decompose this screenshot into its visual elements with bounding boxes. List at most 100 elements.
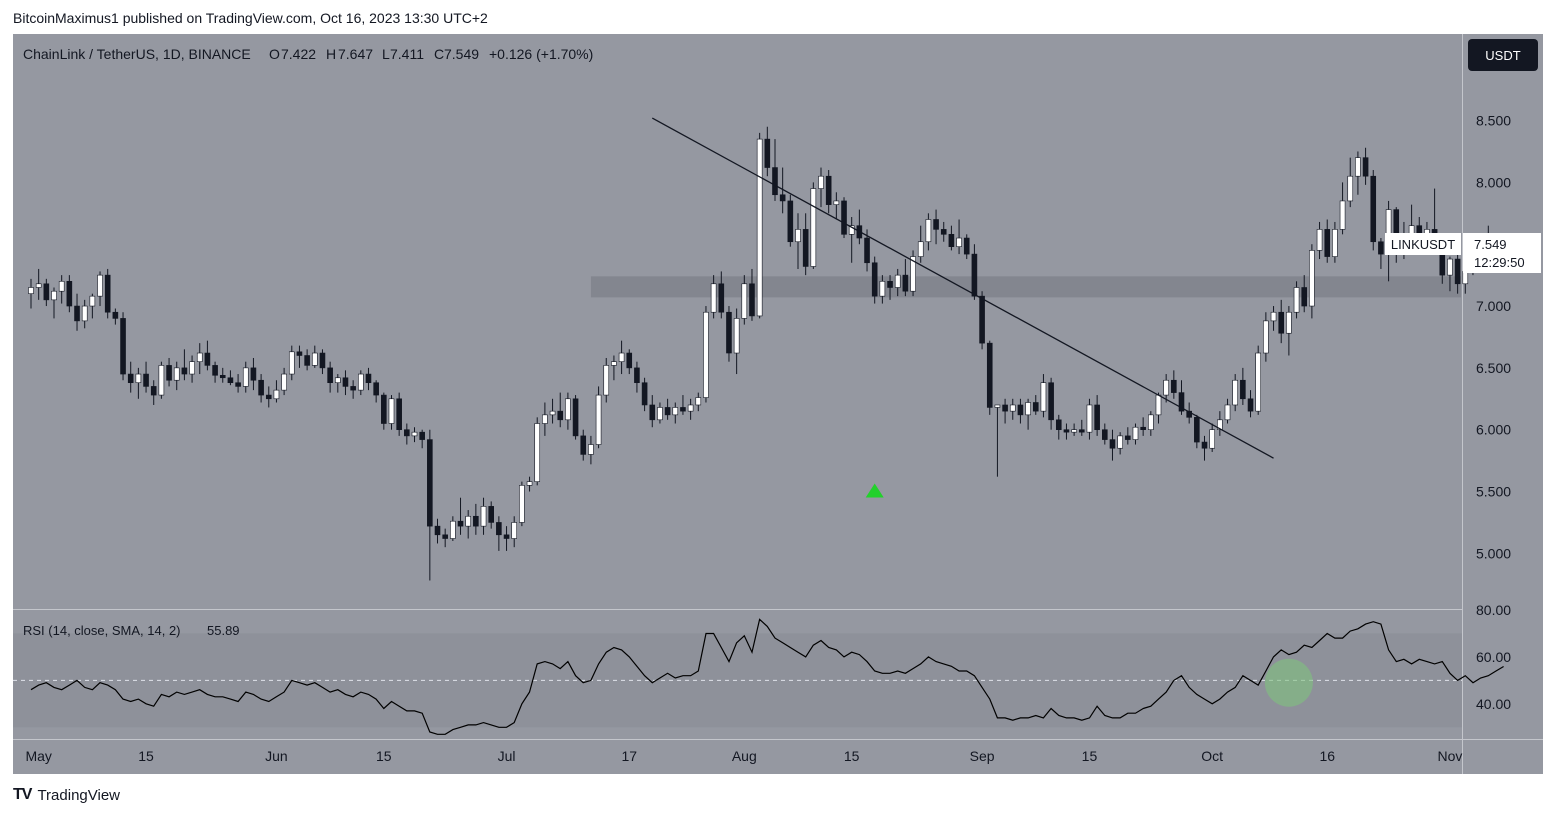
- candle-body-up: [81, 305, 88, 322]
- candle: [718, 271, 725, 319]
- candle-body-up: [1447, 258, 1453, 276]
- candle: [948, 225, 955, 251]
- candle-body-up: [703, 311, 709, 398]
- currency-button-label[interactable]: USDT: [1485, 48, 1520, 63]
- candle: [480, 497, 487, 535]
- candle-body-down: [1178, 392, 1185, 412]
- candle-body-down: [1171, 379, 1177, 393]
- candle-body-up: [925, 219, 932, 243]
- candle: [1040, 374, 1047, 418]
- candle-body-up: [1286, 311, 1292, 334]
- candle-body-up: [1293, 287, 1300, 313]
- price-axis-tick: 5.000: [1476, 545, 1511, 561]
- legend-low-label: L: [382, 46, 390, 62]
- time-axis-tick: 17: [621, 748, 637, 764]
- candle-body-down: [825, 175, 832, 205]
- price-axis-tick: 8.000: [1476, 174, 1511, 190]
- candle: [1362, 147, 1369, 185]
- candle: [664, 398, 671, 420]
- candle-body-up: [894, 274, 901, 288]
- candle: [304, 349, 310, 371]
- candle: [672, 402, 679, 424]
- candle-body-up: [28, 287, 34, 294]
- tradingview-footer[interactable]: TV TradingView: [13, 786, 120, 804]
- candle-body-up: [818, 175, 824, 189]
- candle-body-up: [1316, 229, 1323, 251]
- candle: [1017, 398, 1024, 424]
- candle-body-down: [104, 274, 111, 313]
- candle: [1125, 427, 1131, 445]
- candle-body-down: [1194, 417, 1200, 443]
- candle-body-down: [204, 352, 211, 366]
- candle: [35, 268, 42, 300]
- candle: [1247, 390, 1254, 418]
- candle: [1270, 306, 1277, 331]
- currency-button[interactable]: USDT: [1468, 39, 1538, 71]
- rsi-axis-tick: 60.00: [1476, 649, 1511, 665]
- candle-body-down: [473, 515, 479, 527]
- candle-body-down: [871, 262, 878, 297]
- candle-body-up: [1232, 379, 1238, 406]
- candle-body-up: [810, 188, 817, 267]
- candle-body-up: [657, 407, 663, 421]
- candle-body-down: [986, 342, 993, 408]
- candle: [764, 126, 771, 177]
- time-axis-tick: Oct: [1201, 748, 1223, 764]
- candle: [450, 516, 456, 541]
- candle: [427, 429, 433, 581]
- candle-body-down: [120, 318, 126, 375]
- candle-body-up: [1071, 429, 1077, 433]
- candle: [288, 345, 295, 381]
- candle-body-up: [534, 423, 541, 482]
- candle-body-down: [1370, 175, 1377, 243]
- candle: [626, 349, 633, 375]
- candle-body-down: [74, 305, 80, 322]
- candle: [204, 340, 211, 371]
- candle-body-up: [1255, 352, 1261, 412]
- candle: [258, 374, 264, 403]
- rsi-legend-value: 55.89: [207, 623, 240, 638]
- candle: [74, 293, 80, 331]
- candle-body-up: [97, 274, 103, 297]
- candle: [549, 398, 556, 424]
- candle: [250, 357, 257, 391]
- candle-body-down: [963, 237, 970, 255]
- candle-body-up: [1117, 435, 1123, 449]
- candle: [388, 395, 395, 430]
- candle: [557, 392, 564, 428]
- candle-body-up: [1332, 229, 1338, 257]
- time-axis-tick: May: [25, 748, 51, 764]
- candle-body-up: [89, 295, 96, 307]
- candle-body-up: [35, 283, 42, 288]
- price-axis-tick: 5.500: [1476, 484, 1511, 500]
- candle: [1255, 345, 1261, 415]
- candle-body-down: [940, 229, 947, 235]
- candle-body-down: [342, 377, 349, 387]
- time-axis-tick: 15: [844, 748, 860, 764]
- candle-body-down: [212, 365, 218, 376]
- candle: [810, 182, 817, 269]
- candle: [1240, 367, 1246, 405]
- candle: [1071, 423, 1077, 436]
- candle: [772, 139, 778, 201]
- candle: [1163, 374, 1169, 403]
- candle-body-up: [795, 229, 801, 243]
- candle-body-down: [1247, 398, 1254, 412]
- candle: [189, 355, 195, 383]
- candle: [465, 510, 471, 539]
- candle-body-up: [1462, 271, 1469, 285]
- candle: [1339, 182, 1346, 235]
- candle-body-down: [979, 295, 985, 344]
- candle-body-down: [250, 367, 257, 381]
- candle-body-up: [1155, 394, 1162, 416]
- candle: [618, 340, 625, 375]
- candle: [319, 349, 326, 375]
- candle-body-down: [1140, 426, 1146, 430]
- candle-body-up: [189, 361, 195, 375]
- candle: [1447, 256, 1453, 292]
- candle: [1109, 429, 1116, 461]
- candle: [1316, 221, 1323, 260]
- candle-body-down: [726, 311, 732, 354]
